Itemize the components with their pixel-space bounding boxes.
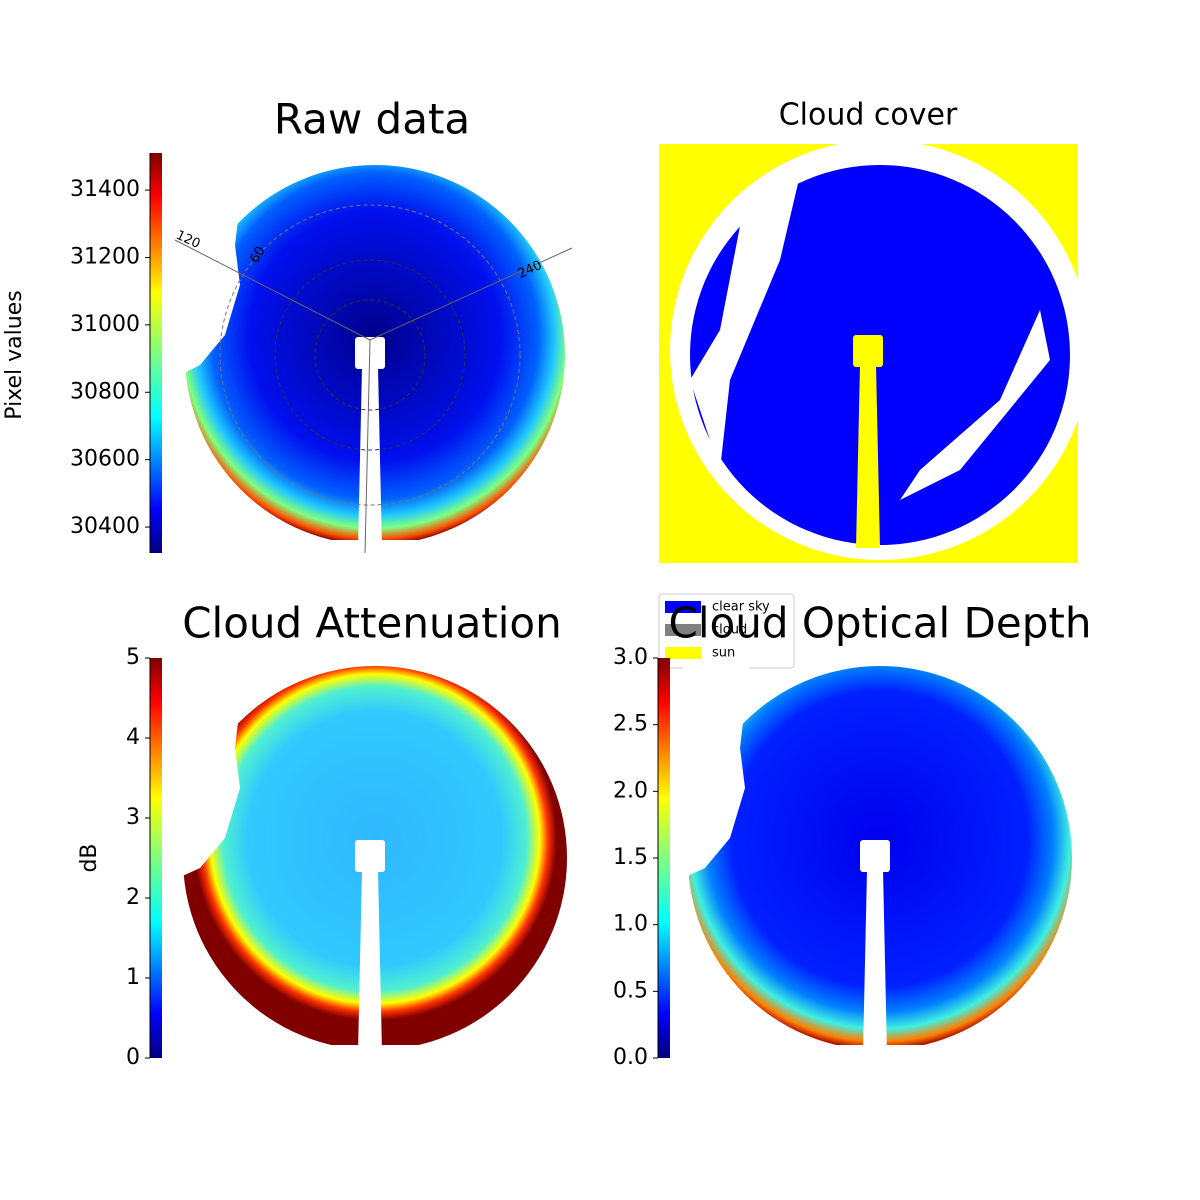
bottom-mask [688,1045,1072,1065]
polar-spoke [174,239,371,341]
cloud-patch [900,310,1050,500]
colorbar-tick-label: 1.5 [613,845,648,870]
colorbar-label: dB [77,843,102,872]
polar-spoke [369,247,573,341]
panel [683,661,1072,1065]
legend: clear sky cloud sun [658,593,795,669]
camera-mast [863,870,887,1053]
polar-ring [219,204,521,506]
legend-swatch [665,601,701,613]
horizon-mask [683,661,750,878]
colorbar [150,658,162,1058]
legend-label: cloud [712,623,747,638]
colorbar-tick-label: 30400 [70,514,140,539]
colorbar-tick-label: 31200 [70,244,140,269]
colorbar [150,153,162,553]
legend-label: sun [712,646,735,661]
colorbar-tick-label: 2.5 [613,712,648,737]
colorbar [658,658,670,1058]
colorbar-tick-label: 0.5 [613,978,648,1003]
colorbar-tick-label: 31400 [70,177,140,202]
colorbar-tick-label: 3.0 [613,645,648,670]
camera-mast [358,367,382,550]
colorbar-tick-label: 30800 [70,379,140,404]
colorbar-tick-label: 4 [126,725,140,750]
polar-ring [274,259,466,451]
panel [178,661,567,1065]
camera-mast [856,365,880,548]
colorbar-tick-label: 0 [126,1045,140,1070]
panel-title: Raw data [274,95,470,144]
colorbar-tick-label: 1 [126,965,140,990]
camera-head [355,840,385,872]
polar-overlay [174,204,573,554]
legend-swatch [665,647,701,659]
cloud-patch [690,175,800,470]
camera-head [853,335,883,367]
panel [659,140,1090,563]
camera-head [860,840,890,872]
bottom-mask [183,1045,567,1065]
panel-title: Cloud Attenuation [182,599,562,648]
camera-mast [358,870,382,1053]
horizon-mask [180,160,245,375]
polar-label: 60 [247,244,268,266]
colorbar-tick-label: 1.0 [613,912,648,937]
panel-title: Cloud cover [779,98,958,133]
polar-ring [314,299,426,411]
colorbar-tick-label: 3 [126,805,140,830]
legend-label: clear sky [712,600,770,615]
colorbar-tick-label: 0.0 [613,1045,648,1070]
colorbar-tick-label: 2.0 [613,778,648,803]
colorbar-tick-label: 30600 [70,447,140,472]
colorbar-tick-label: 2 [126,885,140,910]
colorbar-label: Pixel values [2,290,27,419]
horizon-mask [178,661,245,878]
colorbar-tick-label: 31000 [70,312,140,337]
colorbar-tick-label: 5 [126,645,140,670]
panel-title: Cloud Optical Depth [669,599,1092,648]
legend-swatch [665,624,701,636]
polar-spoke [364,339,371,554]
panel [180,160,565,560]
